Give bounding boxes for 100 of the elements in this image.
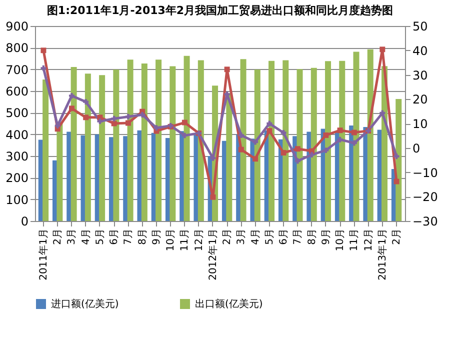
point [125, 114, 131, 120]
point [252, 139, 258, 145]
point [68, 92, 74, 98]
point [40, 65, 46, 71]
point [238, 146, 244, 152]
bar [396, 99, 402, 221]
point [337, 136, 343, 142]
point [83, 99, 89, 105]
y-tick-label: 100 [6, 192, 28, 207]
y-tick-label: 500 [6, 106, 28, 120]
x-tick-label: 5月 [264, 228, 276, 245]
x-tick-label: 8月 [137, 228, 148, 245]
bar [70, 66, 77, 221]
x-tick-label: 6月 [109, 228, 120, 245]
x-tick-label: 12月 [194, 228, 205, 252]
bar [226, 93, 232, 221]
x-tick-label: 2月 [52, 228, 64, 245]
y2-tick-label: 0 [412, 141, 420, 156]
x-tick-label: 9月 [320, 228, 332, 245]
point [380, 110, 386, 116]
point [97, 118, 103, 124]
bar [198, 60, 204, 221]
x-tick-label: 8月 [306, 228, 318, 245]
y2-tick-label: 20 [412, 92, 428, 107]
x-tick-label: 7月 [292, 228, 304, 245]
bar [56, 122, 63, 221]
x-tick-label: 5月 [94, 228, 106, 245]
x-tick-label: 10月 [166, 228, 177, 252]
point [323, 132, 329, 138]
bar [367, 49, 374, 221]
y2-tick-label: 10 [412, 117, 428, 131]
y2-tick-label: 30 [412, 68, 428, 82]
x-tick-label: 6月 [278, 228, 290, 245]
bar [127, 60, 134, 221]
x-tick-label: 2月 [222, 228, 234, 245]
point [394, 178, 400, 184]
point [111, 116, 117, 122]
point [154, 125, 160, 131]
y-tick-label: 800 [6, 41, 28, 56]
y-tick-label: 700 [6, 62, 28, 77]
bar [240, 59, 246, 221]
point [40, 48, 46, 54]
point [224, 66, 230, 72]
point [97, 114, 103, 120]
bar [99, 75, 106, 221]
bar [170, 66, 176, 221]
y2-tick-label: 50 [412, 20, 428, 34]
point [210, 194, 216, 200]
point [294, 158, 300, 164]
chart-title: 图1:2011年1月-2013年2月我国加工贸易进出口额和同比月度趋势图 [46, 4, 394, 17]
x-tick-label: 11月 [180, 228, 191, 252]
x-tick-label: 3月 [236, 228, 248, 245]
point [182, 120, 188, 126]
x-tick-label: 9月 [151, 228, 162, 245]
y2-tick-label: 40 [412, 44, 428, 58]
bar [113, 70, 120, 221]
point [280, 130, 286, 136]
bar [254, 70, 260, 221]
y-tick-label: 200 [6, 171, 28, 186]
x-tick-label: 12月 [363, 228, 374, 252]
x-tick-label: 3月 [66, 228, 78, 245]
point [337, 128, 343, 134]
x-tick-label: 11月 [349, 228, 360, 252]
point [140, 112, 146, 118]
bar [325, 61, 332, 221]
bar [184, 56, 190, 221]
point [280, 150, 286, 156]
point [266, 128, 272, 134]
y2-tick-label: −20 [412, 190, 438, 204]
point [394, 154, 400, 160]
bar [84, 74, 91, 221]
point [323, 148, 329, 154]
bar [42, 80, 49, 221]
point [252, 156, 258, 162]
bar [282, 60, 289, 221]
bar [296, 69, 303, 221]
y-tick-label: 300 [6, 150, 28, 164]
x-tick-label: 7月 [123, 228, 134, 245]
x-tick-label: 2011年1月 [37, 228, 50, 280]
bar [268, 60, 275, 221]
bar [339, 60, 346, 221]
point [380, 46, 386, 52]
y-tick-label: 600 [6, 84, 28, 98]
x-tick-label: 10月 [335, 228, 346, 252]
x-tick-label: 2012年1月 [206, 228, 219, 280]
bar [156, 60, 162, 221]
y-tick-label: 900 [6, 20, 28, 34]
x-tick-label: 4月 [80, 228, 92, 245]
y-tick-label: 400 [6, 128, 28, 142]
bar [353, 52, 360, 221]
x-tick-label: 4月 [250, 228, 262, 245]
bar [310, 68, 317, 221]
point [125, 120, 131, 126]
y2-tick-label: −30 [412, 214, 438, 228]
point [238, 132, 244, 138]
x-tick-label: 2013年1月 [376, 228, 388, 280]
point [351, 130, 357, 136]
point [83, 114, 89, 120]
point [68, 106, 74, 112]
point [182, 132, 188, 138]
